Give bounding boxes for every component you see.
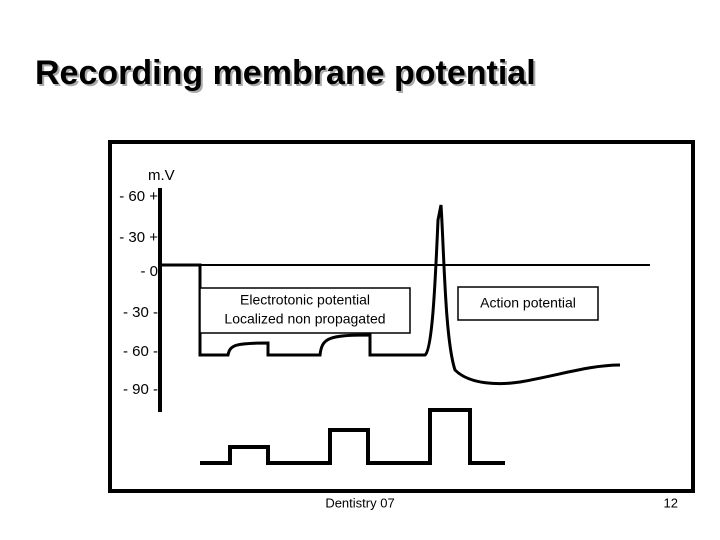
electrotonic-label: Electrotonic potential [240, 292, 370, 308]
tick-label: - 60 - [123, 343, 158, 360]
title-shadow: Recording membrane potential [37, 56, 538, 94]
tick-label: - 90 - [123, 381, 158, 398]
footer-text: Dentistry 07 [325, 495, 394, 510]
title: Recording membrane potential [35, 54, 536, 92]
electrotonic-label: Localized non propagated [224, 311, 385, 327]
tick-label: - 0 [140, 263, 158, 280]
page-number: 12 [664, 495, 678, 510]
axis-unit: m.V [148, 167, 175, 184]
action-label: Action potential [480, 295, 576, 311]
tick-label: - 60 + [119, 188, 158, 205]
frame [108, 140, 695, 493]
action-box [457, 286, 599, 321]
electrotonic-box [199, 287, 411, 334]
membrane-trace [160, 204, 621, 386]
stimulus-trace [200, 408, 505, 465]
tick-label: - 30 - [123, 304, 158, 321]
tick-label: - 30 + [119, 229, 158, 246]
